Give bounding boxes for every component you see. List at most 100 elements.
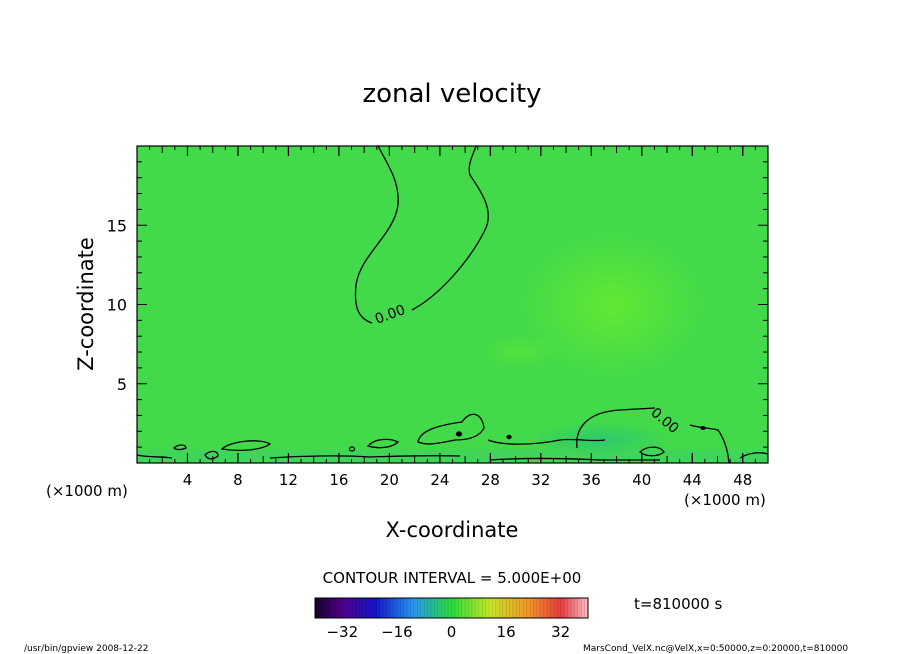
colorbar-swatch xyxy=(567,598,572,618)
colorbar-swatch xyxy=(499,598,503,618)
colorbar-swatch xyxy=(325,598,329,618)
colorbar-swatch xyxy=(451,598,456,618)
colorbar-swatch xyxy=(584,598,589,618)
colorbar-swatch xyxy=(390,598,394,618)
colorbar-swatch xyxy=(383,598,387,618)
colorbar-swatch xyxy=(485,598,490,618)
colorbar-swatch xyxy=(489,598,493,618)
x-tick-label: 44 xyxy=(683,471,702,489)
colorbar-swatch xyxy=(400,598,405,618)
colorbar-swatch xyxy=(465,598,469,618)
colorbar-swatch xyxy=(482,598,486,618)
colorbar-swatch xyxy=(352,598,357,618)
x-tick-label: 40 xyxy=(632,471,651,489)
colorbar-swatch xyxy=(512,598,517,618)
colorbar-swatch xyxy=(519,598,524,618)
colorbar-swatch xyxy=(420,598,425,618)
colorbar-swatch xyxy=(444,598,449,618)
colorbar-swatch xyxy=(376,598,381,618)
colorbar xyxy=(314,598,589,618)
x-unit-label-right: (×1000 m) xyxy=(684,491,766,509)
x-tick-label: 4 xyxy=(183,471,193,489)
colorbar-swatch xyxy=(431,598,435,618)
colorbar-tick-label: 0 xyxy=(447,623,457,641)
colorbar-swatch xyxy=(427,598,432,618)
colorbar-swatch xyxy=(492,598,497,618)
colorbar-swatch xyxy=(540,598,544,618)
colorbar-swatch xyxy=(434,598,439,618)
x-tick-label: 48 xyxy=(733,471,752,489)
colorbar-swatch xyxy=(574,598,579,618)
x-tick-label: 24 xyxy=(430,471,449,489)
colorbar-swatch xyxy=(461,598,466,618)
x-tick-label: 32 xyxy=(531,471,550,489)
colorbar-swatch xyxy=(342,598,347,618)
colorbar-swatch xyxy=(564,598,568,618)
colorbar-swatch xyxy=(437,598,442,618)
field-patch xyxy=(480,334,560,370)
colorbar-swatch xyxy=(506,598,510,618)
colorbar-swatch xyxy=(454,598,459,618)
colorbar-tick-label: 32 xyxy=(551,623,570,641)
colorbar-swatch xyxy=(345,598,350,618)
colorbar-swatch xyxy=(335,598,340,618)
colorbar-swatch xyxy=(373,598,377,618)
colorbar-swatch xyxy=(379,598,384,618)
colorbar-swatch xyxy=(369,598,374,618)
footer-left: /usr/bin/gpview 2008-12-22 xyxy=(24,644,148,654)
x-axis: 4 8 12 16 20 24 28 32 36 40 44 48 xyxy=(149,146,756,489)
colorbar-swatch xyxy=(448,598,452,618)
colorbar-swatch xyxy=(557,598,561,618)
colorbar-swatch xyxy=(536,598,541,618)
colorbar-swatch xyxy=(386,598,391,618)
colorbar-swatch xyxy=(362,598,367,618)
y-axis-title: Z-coordinate xyxy=(74,237,98,371)
colorbar-swatch xyxy=(413,598,418,618)
colorbar-swatch xyxy=(468,598,473,618)
x-tick-label: 28 xyxy=(481,471,500,489)
zero-contours xyxy=(137,146,768,463)
colorbar-swatch xyxy=(396,598,401,618)
colorbar-swatch xyxy=(458,598,463,618)
colorbar-swatch xyxy=(547,598,551,618)
x-tick-label: 36 xyxy=(582,471,601,489)
colorbar-swatch xyxy=(417,598,422,618)
x-tick-label: 8 xyxy=(233,471,243,489)
colorbar-swatch xyxy=(502,598,507,618)
x-unit-label-left: (×1000 m) xyxy=(46,482,128,500)
y-axis: 5 10 15 xyxy=(107,161,768,448)
colorbar-swatch xyxy=(359,598,364,618)
colorbar-swatch xyxy=(393,598,398,618)
colorbar-tick-label: 16 xyxy=(497,623,516,641)
colorbar-swatch xyxy=(560,598,565,618)
colorbar-frame xyxy=(314,597,589,619)
colorbar-swatch xyxy=(478,598,483,618)
colorbar-swatch xyxy=(349,598,353,618)
chart-title: zonal velocity xyxy=(362,79,541,109)
colorbar-swatch xyxy=(475,598,480,618)
x-tick-label: 16 xyxy=(329,471,348,489)
colorbar-swatch xyxy=(338,598,343,618)
colorbar-swatch xyxy=(577,598,582,618)
colorbar-swatch xyxy=(471,598,476,618)
colorbar-swatch xyxy=(550,598,555,618)
colorbar-ticks: −32 −16 0 16 32 xyxy=(326,623,570,641)
y-tick-label: 10 xyxy=(107,296,127,315)
x-tick-label: 12 xyxy=(279,471,298,489)
colorbar-swatch xyxy=(441,598,445,618)
colorbar-swatch xyxy=(315,598,319,618)
colorbar-swatch xyxy=(410,598,415,618)
colorbar-swatch xyxy=(533,598,538,618)
contour-interval: CONTOUR INTERVAL = 5.000E+00 xyxy=(323,569,582,587)
x-tick-label: 20 xyxy=(380,471,399,489)
colorbar-swatch xyxy=(407,598,411,618)
field-shading xyxy=(137,146,768,463)
colorbar-swatch xyxy=(355,598,360,618)
colorbar-swatch xyxy=(403,598,408,618)
colorbar-swatch xyxy=(526,598,531,618)
colorbar-swatch xyxy=(509,598,514,618)
colorbar-swatch xyxy=(581,598,585,618)
colorbar-swatch xyxy=(328,598,333,618)
x-axis-title: X-coordinate xyxy=(386,518,519,542)
